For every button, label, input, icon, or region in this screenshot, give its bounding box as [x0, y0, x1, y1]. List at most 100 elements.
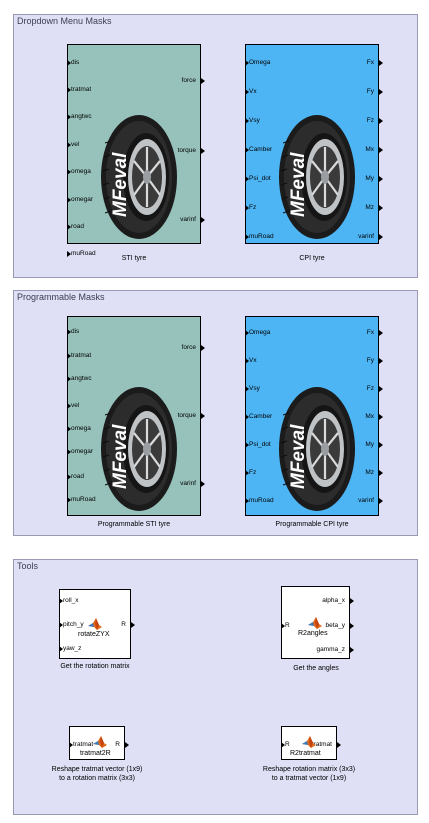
input-port-arrow[interactable]: [67, 251, 71, 257]
input-port-arrow[interactable]: [245, 442, 249, 448]
output-port-arrow[interactable]: [131, 622, 135, 628]
input-port-label: roll_x: [63, 597, 79, 604]
input-port-arrow[interactable]: [59, 646, 63, 652]
output-port-arrow[interactable]: [379, 147, 383, 153]
input-port-label: Fz: [249, 204, 257, 211]
input-port-arrow[interactable]: [67, 224, 71, 230]
output-port-arrow[interactable]: [379, 386, 383, 392]
output-port-label: varinf: [180, 480, 196, 487]
input-port-label: Vsy: [249, 117, 260, 124]
sti-tyre-block[interactable]: dis tratmat angtwc vel omega omegar road muRoad…: [67, 44, 205, 257]
input-port-arrow[interactable]: [59, 622, 63, 628]
input-port-arrow[interactable]: [245, 358, 249, 364]
input-port-arrow[interactable]: [69, 742, 73, 748]
input-port-label: Vx: [249, 357, 257, 364]
input-port-label: muRoad: [249, 497, 274, 504]
input-port-arrow[interactable]: [67, 497, 71, 503]
input-port-arrow[interactable]: [245, 234, 249, 240]
output-port-arrow[interactable]: [379, 118, 383, 124]
area-title: Dropdown Menu Masks: [17, 16, 112, 26]
input-port-arrow[interactable]: [67, 114, 71, 120]
r2angles-block[interactable]: R alpha_x beta_y gamma_z R2angles: [281, 586, 354, 659]
output-port-arrow[interactable]: [350, 598, 354, 604]
output-port-arrow[interactable]: [201, 345, 205, 351]
output-port-label: alpha_x: [322, 597, 345, 604]
output-port-arrow[interactable]: [350, 623, 354, 629]
output-port-label: varinf: [358, 233, 374, 240]
input-port-arrow[interactable]: [67, 60, 71, 66]
input-port-arrow[interactable]: [245, 118, 249, 124]
cpi-tyre-block[interactable]: Omega Vx Vsy Camber Psi_dot Fz muRoad Fx Fy Fz Mx M…: [245, 44, 383, 244]
input-port-arrow[interactable]: [59, 598, 63, 604]
output-port-arrow[interactable]: [379, 234, 383, 240]
input-port-arrow[interactable]: [245, 498, 249, 504]
output-port-arrow[interactable]: [201, 217, 205, 223]
output-port-arrow[interactable]: [201, 148, 205, 154]
input-port-label: vel: [71, 402, 80, 409]
input-port-arrow[interactable]: [281, 623, 285, 629]
output-port-arrow[interactable]: [379, 89, 383, 95]
output-port-arrow[interactable]: [201, 413, 205, 419]
tyre-image: MFeval: [279, 115, 355, 239]
input-port-arrow[interactable]: [245, 386, 249, 392]
output-port-arrow[interactable]: [201, 78, 205, 84]
input-port-arrow[interactable]: [67, 329, 71, 335]
output-port-arrow[interactable]: [379, 414, 383, 420]
output-port-label: Fz: [366, 385, 374, 392]
input-port-arrow[interactable]: [245, 470, 249, 476]
input-port-arrow[interactable]: [67, 376, 71, 382]
output-port-arrow[interactable]: [379, 470, 383, 476]
input-port-label: Psi_dot: [249, 441, 271, 448]
output-port-arrow[interactable]: [379, 205, 383, 211]
output-port-arrow[interactable]: [379, 330, 383, 336]
output-port-label: Mx: [365, 146, 374, 153]
rotatezyx-block[interactable]: roll_x pitch_y yaw_z R rotateZYX: [59, 589, 135, 659]
output-port-arrow[interactable]: [337, 742, 341, 748]
input-port-arrow[interactable]: [245, 89, 249, 95]
tyre-image: MFeval: [101, 387, 177, 511]
output-port-arrow[interactable]: [350, 647, 354, 653]
input-port-arrow[interactable]: [245, 60, 249, 66]
input-port-arrow[interactable]: [67, 353, 71, 359]
input-port-arrow[interactable]: [245, 330, 249, 336]
mfeval-logo-text: MFeval: [288, 424, 309, 489]
programmable-cpi-tyre-block[interactable]: Omega Vx Vsy Camber Psi_dot Fz muRoad Fx Fy Fz Mx M…: [245, 316, 383, 516]
input-port-arrow[interactable]: [67, 87, 71, 93]
r2tratmat-block[interactable]: R tratmat R2tratmat: [281, 726, 341, 760]
input-port-arrow[interactable]: [67, 142, 71, 148]
input-port-arrow[interactable]: [67, 474, 71, 480]
input-port-arrow[interactable]: [281, 742, 285, 748]
r2tratmat-caption-line1: Reshape rotation matrix (3x3): [262, 766, 356, 773]
input-port-arrow[interactable]: [245, 147, 249, 153]
input-port-label: Vx: [249, 88, 257, 95]
input-port-arrow[interactable]: [67, 197, 71, 203]
output-port-arrow[interactable]: [379, 176, 383, 182]
output-port-arrow[interactable]: [379, 60, 383, 66]
input-port-label: omegar: [71, 448, 94, 455]
tratmat2r-block[interactable]: tratmat R tratmat2R: [69, 726, 129, 760]
programmable-sti-tyre-block[interactable]: dis tratmat angtwc vel omega omegar road muRoad…: [67, 316, 205, 516]
output-port-label: Fy: [366, 357, 374, 364]
input-port-arrow[interactable]: [67, 169, 71, 175]
output-port-arrow[interactable]: [379, 358, 383, 364]
input-port-label: tratmat: [71, 352, 92, 359]
rotatezyx-caption: Get the rotation matrix: [60, 663, 130, 670]
output-port-label: Fy: [366, 88, 374, 95]
input-port-label: tratmat: [73, 741, 94, 748]
output-port-arrow[interactable]: [379, 442, 383, 448]
input-port-label: muRoad: [71, 496, 96, 503]
input-port-arrow[interactable]: [67, 426, 71, 432]
input-port-arrow[interactable]: [67, 403, 71, 409]
output-port-arrow[interactable]: [125, 742, 129, 748]
input-port-label: road: [71, 223, 85, 230]
output-port-label: Mz: [365, 469, 374, 476]
input-port-arrow[interactable]: [245, 176, 249, 182]
programmable-sti-tyre-caption: Programmable STI tyre: [97, 521, 171, 528]
mfeval-logo-text: MFeval: [110, 152, 131, 217]
output-port-arrow[interactable]: [201, 481, 205, 487]
input-port-arrow[interactable]: [245, 205, 249, 211]
cpi-tyre-caption: CPI tyre: [299, 255, 325, 262]
output-port-arrow[interactable]: [379, 498, 383, 504]
input-port-arrow[interactable]: [245, 414, 249, 420]
input-port-arrow[interactable]: [67, 449, 71, 455]
